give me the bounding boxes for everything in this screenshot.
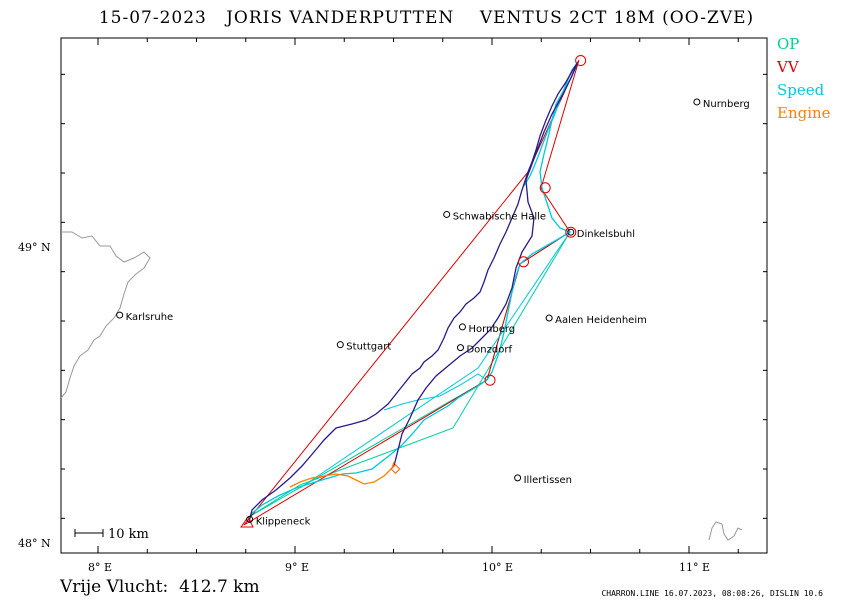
op-route bbox=[246, 231, 571, 519]
turnpoint-markers bbox=[390, 55, 587, 474]
scale-bar: 10 km bbox=[74, 527, 149, 542]
place-marker bbox=[116, 311, 124, 319]
pilot-name: JORIS VANDERPUTTEN bbox=[226, 8, 455, 28]
free-flight-value: 412.7 km bbox=[179, 577, 260, 597]
legend-engine: Engine bbox=[777, 104, 831, 122]
axis-ticks: 8° E 9° E 10° E 11° E 48° N 49° N bbox=[18, 38, 767, 574]
place-label: Stuttgart bbox=[346, 342, 391, 353]
place-marker bbox=[693, 98, 701, 106]
credit-line: CHARRON.LINE 16.07.2023, 08:08:26, DISLI… bbox=[601, 589, 823, 598]
map-frame bbox=[60, 37, 768, 554]
place-label: Karlsruhe bbox=[126, 312, 174, 323]
speed-track-leg bbox=[299, 231, 571, 489]
place-label: Aalen Heidenheim bbox=[555, 315, 647, 326]
place-marker bbox=[567, 228, 575, 236]
turnpoint-marker bbox=[390, 464, 401, 474]
free-flight-label: Vrije Vlucht: bbox=[60, 577, 169, 597]
place-marker bbox=[514, 474, 522, 482]
place-marker bbox=[443, 210, 451, 218]
place-marker bbox=[456, 344, 464, 352]
speed-track bbox=[249, 61, 579, 516]
place-marker bbox=[545, 314, 553, 322]
place-label: Illertissen bbox=[524, 475, 572, 486]
glider-name: VENTUS 2CT 18M (OO-ZVE) bbox=[479, 8, 755, 28]
legend-op: OP bbox=[777, 35, 800, 53]
chart-title: 15-07-2023 JORIS VANDERPUTTEN VENTUS 2CT… bbox=[0, 8, 853, 28]
scale-bar-label: 10 km bbox=[108, 527, 149, 542]
x-tick-label: 11° E bbox=[679, 561, 710, 574]
legend: OP VV Speed Engine bbox=[777, 33, 831, 125]
x-tick-label: 9° E bbox=[285, 561, 309, 574]
turnpoint-marker bbox=[484, 374, 496, 386]
place-marker bbox=[246, 515, 254, 523]
legend-vv: VV bbox=[777, 58, 799, 76]
turnpoint-marker bbox=[565, 226, 577, 238]
flight-track bbox=[248, 61, 579, 523]
place-marker bbox=[336, 341, 344, 349]
place-label: Nurnberg bbox=[703, 99, 750, 110]
place-label: Schwabische Halle bbox=[453, 211, 546, 222]
x-tick-label: 8° E bbox=[88, 561, 112, 574]
engine-track bbox=[289, 461, 395, 488]
place-markers: Nurnberg Schwabische Halle Dinkelsbuhl Karl… bbox=[116, 98, 750, 527]
place-label: Donzdorf bbox=[466, 345, 512, 356]
x-tick-label: 10° E bbox=[482, 561, 513, 574]
place-label: Hornberg bbox=[468, 324, 515, 335]
legend-speed: Speed bbox=[777, 81, 825, 99]
border-line-east bbox=[708, 521, 743, 541]
y-tick-label: 48° N bbox=[18, 537, 51, 550]
turnpoint-marker bbox=[575, 55, 587, 67]
place-label: Dinkelsbuhl bbox=[577, 229, 635, 240]
border-line-west bbox=[60, 231, 151, 399]
free-flight-distance: Vrije Vlucht: 412.7 km bbox=[60, 577, 260, 597]
turnpoint-marker bbox=[518, 256, 530, 268]
place-label: Klippeneck bbox=[256, 516, 311, 527]
place-marker bbox=[458, 323, 466, 331]
y-tick-label: 49° N bbox=[18, 241, 51, 254]
turnpoint-marker bbox=[539, 182, 551, 194]
speed-track-leg-2 bbox=[383, 373, 488, 411]
flight-date: 15-07-2023 bbox=[98, 8, 207, 28]
